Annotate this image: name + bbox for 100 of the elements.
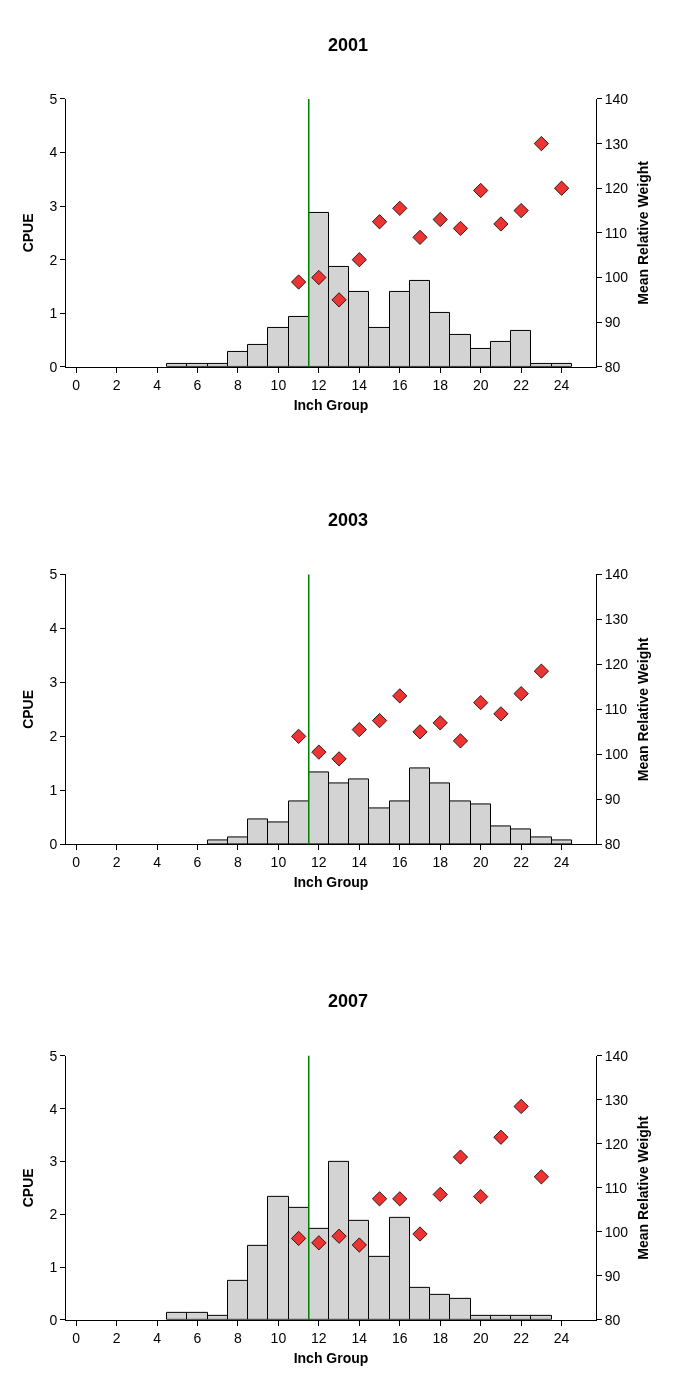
point [452,1149,469,1165]
y2-tick-label: 90 [604,791,621,808]
x-tick-label: 10 [270,1329,287,1346]
y2-tick-label: 120 [604,656,629,673]
point [351,1237,367,1253]
y2-tick-label: 100 [604,269,629,286]
x-tick-label: 24 [553,376,570,393]
y2-tick-label: 110 [604,701,628,718]
y-axis-title: CPUE [20,689,36,729]
y2-axis-title: Mean Relative Weight [634,1115,651,1260]
y-tick-label: 3 [49,674,58,691]
y-tick-label: 3 [49,198,58,215]
x-tick-label: 20 [472,1329,489,1346]
x-tick-label: 20 [472,854,489,871]
y-tick-label: 2 [49,728,58,745]
y2-tick-label: 110 [604,1179,628,1196]
point [493,706,509,722]
point [533,663,549,679]
y-tick-label: 0 [49,1311,58,1328]
x-axis-title: Inch Group [293,1349,369,1366]
x-tick-label: 6 [193,376,202,393]
point [493,216,509,232]
chart-title: 2003 [328,510,369,530]
x-tick-label: 0 [72,1329,81,1346]
y-tick-label: 0 [49,358,58,375]
x-tick-label: 18 [432,376,449,393]
y-tick-label: 5 [49,1047,58,1064]
point [554,180,570,196]
point [452,733,469,749]
point [533,1169,549,1185]
point [513,203,529,219]
y-tick-label: 1 [49,1258,58,1275]
y2-tick-label: 110 [604,224,628,241]
point [331,1228,347,1244]
y-tick-label: 1 [49,305,58,322]
x-tick-label: 16 [391,1329,408,1346]
x-tick-label: 0 [72,854,81,871]
x-tick-label: 6 [193,1329,202,1346]
y2-tick-label: 130 [604,135,629,152]
x-tick-label: 2 [112,1329,121,1346]
y-tick-label: 5 [49,566,58,583]
y2-tick-label: 120 [604,180,629,197]
y-tick-label: 4 [49,144,58,161]
y-tick-label: 5 [49,90,58,107]
x-tick-label: 12 [311,376,327,393]
x-tick-label: 10 [270,854,287,871]
point [493,1129,509,1145]
point [432,211,448,228]
y2-tick-label: 100 [604,1223,629,1240]
y2-axis-title: Mean Relative Weight [634,637,651,782]
y-axis-title: CPUE [20,213,36,253]
y2-tick-label: 80 [604,1311,621,1328]
point [351,252,367,268]
x-tick-label: 18 [432,1329,449,1346]
y-tick-label: 2 [49,1206,58,1223]
x-tick-label: 6 [193,854,202,871]
point [513,1098,529,1114]
point [473,182,489,199]
x-tick-label: 8 [234,376,243,393]
x-tick-label: 24 [553,854,570,871]
x-tick-label: 12 [311,854,327,871]
x-tick-label: 24 [553,1329,570,1346]
x-tick-label: 14 [351,376,368,393]
point [331,292,347,308]
point [513,686,529,702]
x-tick-label: 22 [513,854,530,871]
y2-tick-label: 130 [604,1091,629,1108]
x-tick-label: 22 [513,1329,530,1346]
y2-tick-label: 90 [604,314,621,331]
y2-tick-label: 140 [604,1047,629,1064]
y-tick-label: 2 [49,251,58,268]
point [392,200,408,216]
point [432,1186,448,1202]
y-axis-title: CPUE [20,1168,36,1208]
x-axis-title: Inch Group [293,396,369,413]
x-tick-label: 2 [112,376,121,393]
x-tick-label: 0 [72,376,81,393]
x-tick-label: 16 [391,854,408,871]
y-tick-label: 4 [49,620,58,637]
point [473,1189,489,1205]
point [291,274,307,290]
y2-tick-label: 130 [604,611,629,628]
point [452,220,469,236]
x-tick-label: 20 [472,376,489,393]
y2-tick-label: 120 [604,1135,629,1152]
chart-title: 2001 [328,35,369,55]
x-tick-label: 12 [311,1329,327,1346]
x-tick-label: 14 [351,854,368,871]
x-tick-label: 14 [351,1329,368,1346]
y2-tick-label: 80 [604,836,621,853]
x-tick-label: 4 [153,1329,162,1346]
point [412,724,428,740]
x-tick-label: 8 [234,1329,243,1346]
point [432,715,448,731]
point [291,728,307,744]
point [372,713,388,729]
y-tick-label: 3 [49,1153,58,1170]
point [311,270,327,286]
y-tick-label: 0 [49,836,58,853]
point [311,1235,327,1251]
